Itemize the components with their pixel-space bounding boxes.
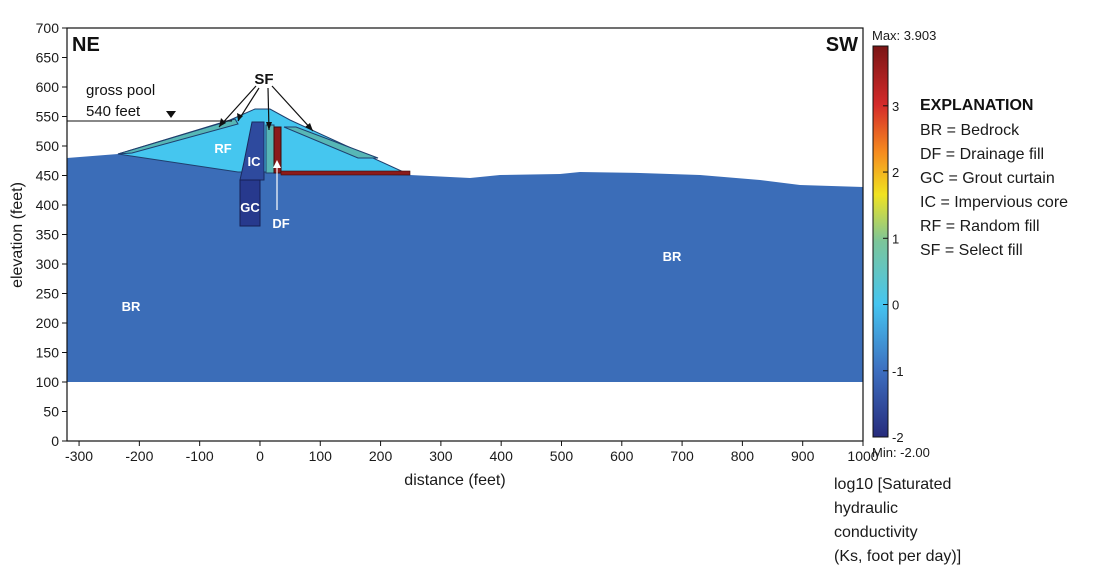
y-tick-label: 150 (36, 345, 60, 361)
y-tick-label: 550 (36, 109, 60, 125)
colorbar-label-line-1: log10 [Saturated (834, 476, 951, 493)
gross-pool-label: gross pool (86, 82, 155, 99)
y-tick-label: 650 (36, 50, 60, 66)
y-tick-label: 450 (36, 168, 60, 184)
x-tick-label: 600 (610, 448, 634, 464)
x-tick-label: 900 (791, 448, 815, 464)
y-tick-label: 300 (36, 256, 60, 272)
x-tick-label: 500 (550, 448, 574, 464)
zone-label-rf: RF (214, 141, 231, 156)
grout-curtain-zone (239, 179, 261, 227)
colorbar (872, 45, 889, 438)
select-fill-arrowheads (219, 113, 313, 131)
zone-label-ic: IC (248, 154, 262, 169)
colorbar-tick-label: 1 (892, 231, 899, 246)
colorbar-tick-label: 2 (892, 165, 899, 180)
y-tick-label: 350 (36, 227, 60, 243)
y-tick-label: 50 (43, 404, 59, 420)
select-fill-downstream (283, 126, 379, 159)
y-tick-label: 700 (36, 20, 60, 36)
direction-sw: SW (826, 34, 858, 56)
colorbar-tick-label: 3 (892, 99, 899, 114)
x-tick-label: -300 (65, 448, 93, 464)
colorbar-label-line-2: hydraulic (834, 500, 898, 517)
explanation-item-ic: IC = Impervious core (920, 194, 1068, 211)
drainage-fill-arrow (273, 160, 281, 210)
x-tick-label: -100 (186, 448, 214, 464)
x-tick-label: 700 (670, 448, 694, 464)
y-tick-label: 100 (36, 374, 60, 390)
drainage-fill-blanket (280, 170, 411, 176)
zone-label-df: DF (272, 216, 289, 231)
select-fill-chimney (265, 124, 275, 174)
colorbar-label-line-4: (Ks, foot per day)] (834, 548, 961, 565)
explanation-item-df: DF = Drainage fill (920, 146, 1044, 163)
y-axis-ticks: 0 50 100 150 200 250 300 350 400 450 500 550 600 650 7… (36, 20, 67, 449)
zone-label-br-right: BR (663, 249, 682, 264)
x-tick-label: 1000 (847, 448, 878, 464)
x-tick-label: 300 (429, 448, 453, 464)
water-level-marker-icon (166, 111, 176, 118)
x-tick-label: 200 (369, 448, 393, 464)
y-tick-label: 250 (36, 286, 60, 302)
x-tick-label: 100 (309, 448, 333, 464)
explanation-legend: EXPLANATION BR = Bedrock DF = Drainage f… (920, 97, 1068, 259)
y-tick-label: 600 (36, 79, 60, 95)
x-tick-label: 800 (731, 448, 755, 464)
zone-label-sf: SF (254, 71, 273, 88)
colorbar-ticks: 3 2 1 0 -1 -2 (883, 99, 904, 445)
gross-pool-elevation-label: 540 feet (86, 103, 141, 120)
colorbar-min-label: Min: -2.00 (872, 445, 930, 460)
explanation-item-sf: SF = Select fill (920, 242, 1023, 259)
zone-label-gc: GC (240, 200, 260, 215)
y-tick-label: 400 (36, 197, 60, 213)
y-axis-label: elevation (feet) (9, 182, 26, 288)
explanation-item-gc: GC = Grout curtain (920, 170, 1055, 187)
explanation-title: EXPLANATION (920, 97, 1033, 114)
bedrock-zone (67, 154, 863, 382)
colorbar-tick-label: 0 (892, 298, 899, 313)
explanation-item-rf: RF = Random fill (920, 218, 1040, 235)
x-tick-label: -200 (125, 448, 153, 464)
y-tick-label: 0 (51, 433, 59, 449)
x-axis-label: distance (feet) (404, 472, 505, 489)
colorbar-max-label: Max: 3.903 (872, 28, 936, 43)
x-axis-ticks: -300 -200 -100 0 100 200 300 400 500 600 700 800 900… (65, 441, 879, 464)
y-tick-label: 200 (36, 315, 60, 331)
direction-ne: NE (72, 34, 100, 56)
colorbar-tick-label: -2 (892, 430, 904, 445)
y-tick-label: 500 (36, 138, 60, 154)
colorbar-tick-label: -1 (892, 364, 904, 379)
select-fill-upstream (117, 118, 239, 155)
x-tick-label: 0 (256, 448, 264, 464)
x-tick-label: 400 (490, 448, 514, 464)
explanation-item-br: BR = Bedrock (920, 122, 1020, 139)
colorbar-label-line-3: conductivity (834, 524, 918, 541)
zone-label-br-left: BR (122, 299, 141, 314)
